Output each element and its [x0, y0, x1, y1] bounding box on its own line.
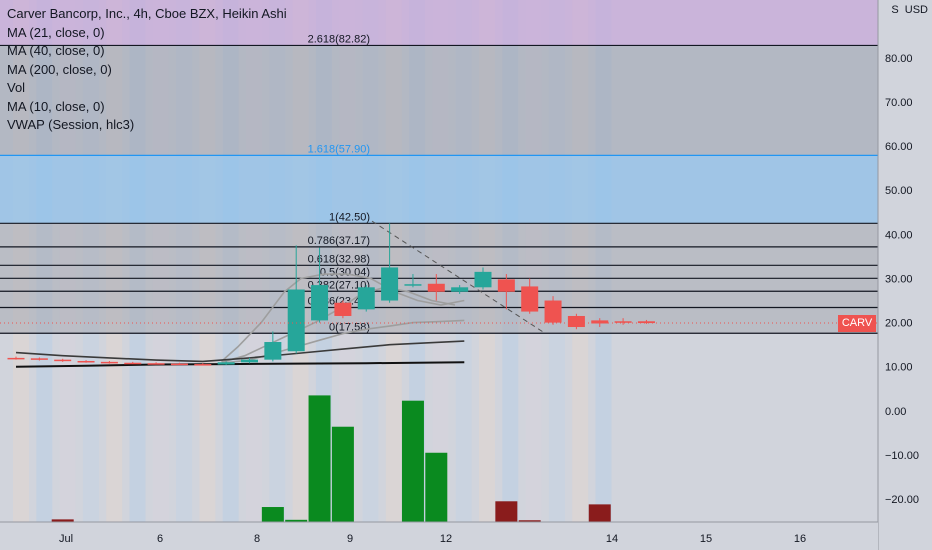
indicator-vol[interactable]: Vol [7, 80, 26, 95]
candle-body [77, 360, 95, 363]
candle-body [241, 359, 258, 363]
x-tick-label: 15 [700, 533, 712, 545]
symbol-title[interactable]: Carver Bancorp, Inc., 4h, Cboe BZX, Heik… [7, 6, 287, 21]
volume-bar [588, 504, 611, 527]
y-tick-label: −20.00 [885, 494, 919, 506]
candle-body [637, 321, 655, 324]
x-tick-label: 8 [254, 533, 260, 545]
candle-body [217, 362, 235, 365]
fib-level-label: 1.618(57.90) [308, 143, 370, 155]
candle-body [567, 315, 585, 328]
candle-body [124, 362, 142, 365]
indicator-ma-21[interactable]: MA (21, close, 0) [7, 24, 105, 40]
volume-bar [308, 395, 331, 527]
candle-body [381, 267, 399, 301]
y-tick-label: 80.00 [885, 53, 913, 65]
indicator-ma-200[interactable]: MA (200, close, 0) [7, 61, 112, 77]
candle-body [100, 361, 118, 364]
y-tick-label: 60.00 [885, 141, 913, 153]
fib-zone [0, 45, 878, 156]
candle-body [54, 359, 72, 362]
volume-bar [425, 452, 448, 527]
candle-body [404, 284, 422, 286]
volume-bar [331, 426, 354, 527]
fib-level-label: 0.618(32.98) [308, 253, 370, 265]
indicator-ma-10[interactable]: MA (10, close, 0) [7, 98, 105, 114]
y-tick-label: 50.00 [885, 185, 913, 197]
y-tick-label: −10.00 [885, 450, 919, 462]
y-tick-label: 30.00 [885, 273, 913, 285]
x-tick-label: 14 [606, 533, 618, 545]
candle-body [170, 363, 188, 366]
fib-trend-line [371, 220, 546, 334]
x-tick-label: 16 [794, 533, 806, 545]
candle-body [287, 289, 305, 352]
currency-label[interactable]: S USD [891, 4, 928, 16]
candle-body [474, 271, 492, 288]
candle-body [591, 320, 609, 324]
time-axis-background [0, 522, 878, 550]
candle-body [497, 279, 515, 292]
ma-line [220, 273, 465, 362]
x-tick-label: 6 [157, 533, 163, 545]
y-tick-label: 70.00 [885, 97, 913, 109]
last-price-tag: CARV [838, 314, 876, 332]
fib-level-label: 2.618(82.82) [308, 33, 370, 45]
fib-zone [0, 0, 878, 46]
candle-body [334, 302, 352, 316]
chart-legend: Carver Bancorp, Inc., 4h, Cboe BZX, Heik… [7, 5, 287, 135]
fib-level-label: 1(42.50) [329, 211, 370, 223]
price-axis-background [878, 0, 932, 550]
candle-body [7, 357, 25, 360]
candle-body [147, 363, 165, 365]
candle-body [451, 287, 469, 292]
candle-body [264, 342, 282, 360]
fib-level-label: 0(17.58) [329, 321, 370, 333]
currency-code: USD [904, 4, 928, 16]
y-tick-label: 20.00 [885, 318, 913, 330]
y-tick-label: 0.00 [885, 406, 906, 418]
candle-body [194, 364, 212, 366]
truncated-symbol: S [891, 4, 899, 16]
candle-body [427, 283, 445, 292]
volume-bar [401, 400, 424, 527]
ma-line [15, 340, 465, 363]
x-tick-label: Jul [59, 533, 73, 545]
y-tick-label: 10.00 [885, 362, 913, 374]
volume-bar [495, 501, 518, 527]
indicator-ma-40[interactable]: MA (40, close, 0) [7, 43, 105, 58]
y-tick-label: 40.00 [885, 229, 913, 241]
indicator-vwap[interactable]: VWAP (Session, hlc3) [7, 117, 135, 132]
candle-body [30, 358, 48, 360]
x-tick-label: 12 [440, 533, 452, 545]
candle-body [521, 286, 539, 312]
x-tick-label: 9 [347, 533, 353, 545]
candle-body [544, 300, 562, 323]
fib-zone [0, 155, 878, 224]
candle-body [311, 285, 329, 321]
candle-body [614, 321, 632, 323]
fib-level-label: 0.786(37.17) [308, 235, 370, 247]
candle-body [357, 287, 375, 310]
